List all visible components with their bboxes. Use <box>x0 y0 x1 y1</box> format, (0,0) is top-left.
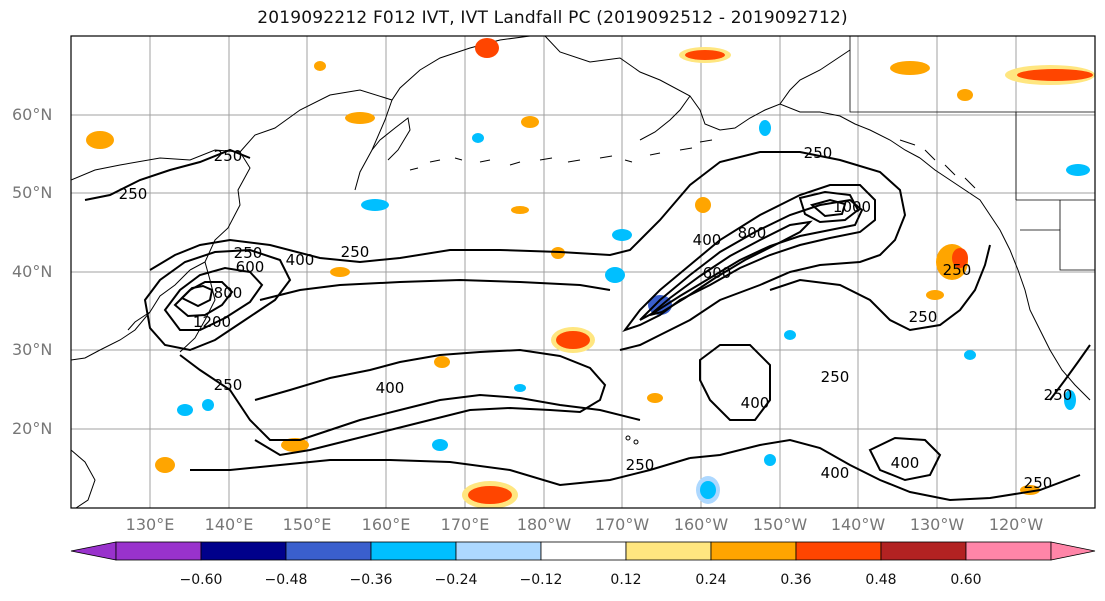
ivt-contours <box>84 148 1091 502</box>
lon-label: 120°W <box>988 515 1044 534</box>
contour-label: 400 <box>891 454 920 472</box>
contour-label: 400 <box>376 379 405 397</box>
lon-label: 150°W <box>752 515 808 534</box>
colorbar-tick-label: −0.12 <box>519 572 563 588</box>
contour-label: 250 <box>119 185 148 203</box>
colorbar-tick-label: −0.24 <box>434 572 478 588</box>
lat-label: 40°N <box>12 262 53 281</box>
lon-label: 160°E <box>361 515 411 534</box>
contour-labels: 250 250 250 250 250 250 250 250 250 250 … <box>119 144 1073 492</box>
coastlines <box>71 36 1091 508</box>
colorbar-tick-label: 0.24 <box>695 572 727 588</box>
colorbar-tick-label: 0.48 <box>865 572 897 588</box>
page-title: 2019092212 F012 IVT, IVT Landfall PC (20… <box>257 8 848 28</box>
lon-label: 140°W <box>830 515 886 534</box>
contour-label: 400 <box>693 231 722 249</box>
colorbar-tick-label: 0.12 <box>610 572 642 588</box>
contour-label: 400 <box>741 394 770 412</box>
contour-label: 250 <box>943 261 972 279</box>
lon-label: 130°E <box>125 515 175 534</box>
lon-label: 130°W <box>909 515 965 534</box>
contour-label: 600 <box>236 258 265 276</box>
contour-label: 250 <box>1024 474 1053 492</box>
lat-label: 20°N <box>12 419 53 438</box>
contour-label: 800 <box>738 224 767 242</box>
contour-label: 250 <box>341 243 370 261</box>
ivt-pc-shading <box>86 38 1095 508</box>
contour-label: 250 <box>234 244 263 262</box>
contour-label: 600 <box>703 264 732 282</box>
contour-label: 250 <box>626 456 655 474</box>
lon-label: 180°W <box>516 515 572 534</box>
colorbar-tick-label: −0.36 <box>349 572 393 588</box>
lat-label: 60°N <box>12 105 53 124</box>
lat-label: 50°N <box>12 183 53 202</box>
contour-label: 800 <box>214 284 243 302</box>
colorbar-tick-label: −0.48 <box>264 572 308 588</box>
colorbar-tick-label: −0.60 <box>179 572 223 588</box>
borders <box>849 36 1095 271</box>
lon-label: 140°E <box>204 515 254 534</box>
contour-label: 400 <box>821 464 850 482</box>
map-frame <box>70 35 1096 509</box>
contour-label: 250 <box>804 144 833 162</box>
contour-label: 250 <box>214 147 243 165</box>
contour-label: 250 <box>1044 386 1073 404</box>
contour-label: 1000 <box>833 198 871 216</box>
lon-label: 160°W <box>673 515 729 534</box>
lon-label: 150°E <box>282 515 332 534</box>
lon-label: 170°W <box>594 515 650 534</box>
contour-label: 250 <box>214 376 243 394</box>
lat-label: 30°N <box>12 340 53 359</box>
contour-label: 1200 <box>193 313 231 331</box>
contour-label: 250 <box>909 308 938 326</box>
contour-label: 400 <box>286 251 315 269</box>
colorbar <box>70 541 1096 561</box>
lon-label: 170°E <box>440 515 490 534</box>
contour-label: 250 <box>821 368 850 386</box>
colorbar-tick-label: 0.36 <box>780 572 812 588</box>
colorbar-tick-label: 0.60 <box>950 572 982 588</box>
